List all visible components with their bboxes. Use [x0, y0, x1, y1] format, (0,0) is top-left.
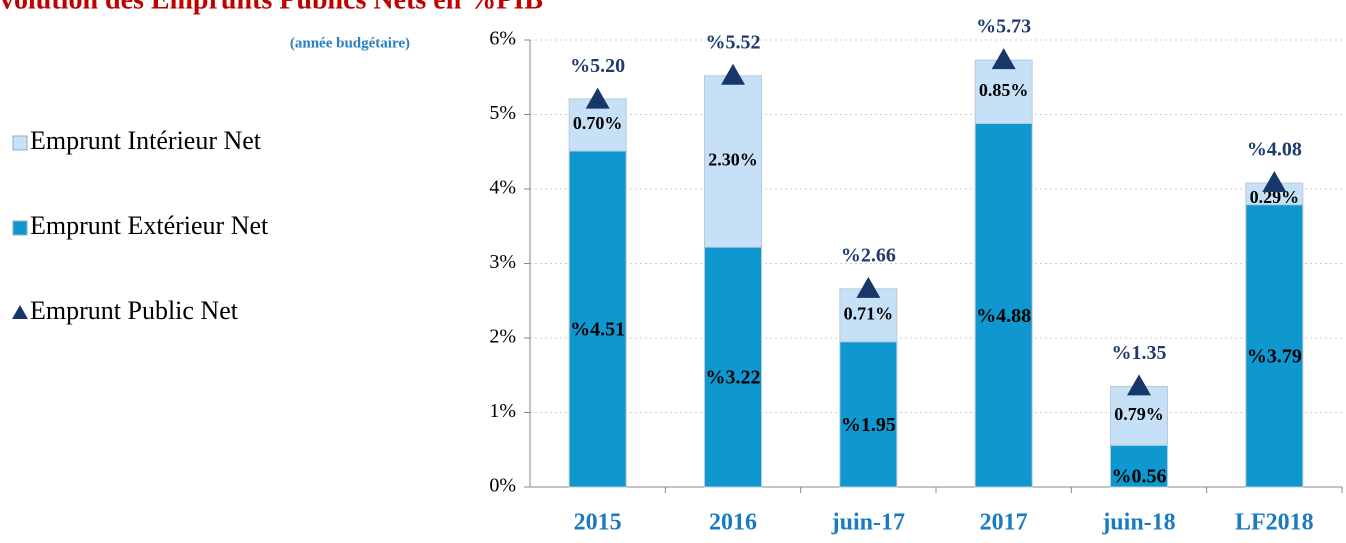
bar-segment: [704, 75, 762, 248]
y-tick-label: 2%: [489, 326, 516, 348]
y-tick-label: 6%: [489, 28, 516, 50]
total-label: %2.66: [841, 244, 896, 266]
bar-segment: [704, 246, 762, 488]
marker: [721, 63, 745, 85]
bar-segment: [974, 122, 1033, 488]
x-tick-label: juin-18: [1101, 510, 1175, 536]
y-tick-label: 3%: [489, 251, 516, 273]
x-tick-label: juin-17: [831, 510, 905, 536]
legend-label: Emprunt Extérieur Net: [30, 211, 269, 240]
bar-segment: [1110, 444, 1168, 488]
segment-label: %3.22: [706, 367, 761, 389]
y-tick-label: 1%: [489, 400, 516, 422]
marker: [991, 48, 1016, 70]
bar-segment: [974, 59, 1033, 124]
segment-label: %0.56: [1112, 466, 1167, 488]
marker: [1262, 171, 1287, 193]
chart-title: volution des Emprunts Publics Nets en %P…: [0, 0, 543, 15]
total-label: %5.52: [706, 31, 761, 53]
total-label: %5.20: [570, 55, 625, 77]
marker: [585, 87, 610, 109]
segment-label: 0.79%: [1114, 404, 1164, 424]
marker: [1127, 374, 1151, 396]
legend-swatch: [12, 305, 28, 319]
total-label: %1.35: [1112, 342, 1167, 364]
segment-label: 0.29%: [1250, 187, 1300, 207]
y-tick-label: 4%: [489, 177, 516, 199]
y-tick-label: 0%: [489, 475, 516, 497]
segment-label: %1.95: [841, 414, 896, 436]
legend-swatch: [12, 220, 28, 236]
chart-subtitle: (année budgétaire): [290, 35, 410, 51]
x-tick-label: 2015: [574, 510, 622, 536]
bar-segment: [1110, 385, 1168, 446]
x-tick-label: 2016: [709, 510, 757, 536]
bar-segment: [839, 341, 898, 488]
segment-label: 0.71%: [844, 303, 894, 323]
legend-swatch: [12, 135, 28, 151]
segment-label: 0.85%: [979, 80, 1029, 100]
marker: [856, 276, 881, 298]
y-tick-label: 5%: [489, 102, 516, 124]
total-label: %4.08: [1247, 139, 1302, 161]
segment-label: %3.79: [1247, 345, 1302, 367]
legend-label: Emprunt Public Net: [30, 296, 239, 325]
bar-segment: [568, 150, 627, 488]
total-label: %5.73: [976, 16, 1031, 38]
segment-label: 0.70%: [573, 113, 623, 133]
segment-label: 2.30%: [708, 150, 758, 170]
segment-label: %4.88: [976, 305, 1031, 327]
x-tick-label: 2017: [980, 510, 1028, 536]
legend-label: Emprunt Intérieur Net: [30, 126, 262, 155]
segment-label: %4.51: [570, 319, 625, 341]
x-tick-label: LF2018: [1235, 510, 1314, 536]
